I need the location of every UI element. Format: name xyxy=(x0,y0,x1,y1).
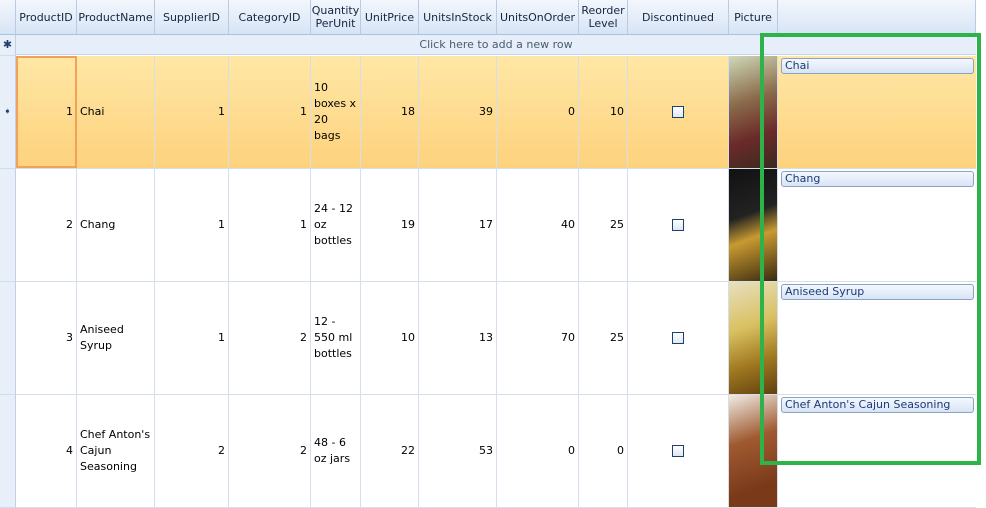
column-header[interactable]: UnitsOnOrder xyxy=(497,0,579,35)
cell-name[interactable]: Aniseed Syrup xyxy=(77,282,155,394)
cell-reorder[interactable]: 25 xyxy=(579,169,628,281)
product-name-tag[interactable]: Chef Anton's Cajun Seasoning xyxy=(781,397,974,413)
column-header[interactable]: ProductName xyxy=(77,0,155,35)
row-indicator[interactable] xyxy=(0,169,16,282)
cell-card[interactable]: Chai xyxy=(778,56,976,168)
cell-category[interactable]: 2 xyxy=(229,395,311,507)
highlight-box xyxy=(760,33,981,465)
cell-price[interactable]: 18 xyxy=(361,56,419,168)
discontinued-checkbox[interactable] xyxy=(672,445,684,457)
column-header[interactable]: Picture xyxy=(729,0,778,35)
cell-category[interactable]: 1 xyxy=(229,56,311,168)
cell-order[interactable]: 0 xyxy=(497,56,579,168)
cell-id[interactable]: 1 xyxy=(16,56,77,168)
cell-qty[interactable]: 10 boxes x 20 bags xyxy=(311,56,361,168)
cell-id[interactable]: 2 xyxy=(16,169,77,281)
cell-supplier[interactable]: 1 xyxy=(155,56,229,168)
product-name-tag[interactable]: Aniseed Syrup xyxy=(781,284,974,300)
discontinued-checkbox[interactable] xyxy=(672,106,684,118)
cell-price[interactable]: 10 xyxy=(361,282,419,394)
row-indicator[interactable]: ➧ xyxy=(0,56,16,169)
cell-order[interactable]: 0 xyxy=(497,395,579,507)
column-header[interactable]: CategoryID xyxy=(229,0,311,35)
product-name-tag[interactable]: Chai xyxy=(781,58,974,74)
cell-qty[interactable]: 12 - 550 ml bottles xyxy=(311,282,361,394)
table-row[interactable]: 3 Aniseed Syrup 1 2 12 - 550 ml bottles 10 13 7… xyxy=(16,282,976,395)
cell-name[interactable]: Chang xyxy=(77,169,155,281)
product-picture xyxy=(729,169,778,281)
cell-card[interactable]: Chang xyxy=(778,169,976,281)
product-picture xyxy=(729,282,778,394)
row-indicator[interactable] xyxy=(0,282,16,395)
column-header[interactable]: Reorder Level xyxy=(579,0,628,35)
column-header[interactable]: ProductID xyxy=(16,0,77,35)
cell-reorder[interactable]: 10 xyxy=(579,56,628,168)
row-indicator-header xyxy=(0,0,16,35)
cell-category[interactable]: 1 xyxy=(229,169,311,281)
column-header[interactable] xyxy=(778,0,976,35)
cell-discontinued[interactable] xyxy=(628,169,729,281)
column-header[interactable]: UnitsInStock xyxy=(419,0,497,35)
cell-supplier[interactable]: 1 xyxy=(155,282,229,394)
table-row[interactable]: 1 Chai 1 1 10 boxes x 20 bags 18 39 0 10 Chai xyxy=(16,56,976,169)
cell-supplier[interactable]: 2 xyxy=(155,395,229,507)
cell-stock[interactable]: 17 xyxy=(419,169,497,281)
product-name-tag[interactable]: Chang xyxy=(781,171,974,187)
cell-id[interactable]: 3 xyxy=(16,282,77,394)
cell-id[interactable]: 4 xyxy=(16,395,77,507)
product-picture xyxy=(729,56,778,168)
cell-name[interactable]: Chef Anton's Cajun Seasoning xyxy=(77,395,155,507)
cell-price[interactable]: 22 xyxy=(361,395,419,507)
cell-discontinued[interactable] xyxy=(628,395,729,507)
cell-card[interactable]: Aniseed Syrup xyxy=(778,282,976,394)
cell-category[interactable]: 2 xyxy=(229,282,311,394)
table-row[interactable]: 2 Chang 1 1 24 - 12 oz bottles 19 17 40 25 Chang xyxy=(16,169,976,282)
cell-name[interactable]: Chai xyxy=(77,56,155,168)
column-header[interactable]: Discontinued xyxy=(628,0,729,35)
cell-reorder[interactable]: 25 xyxy=(579,282,628,394)
cell-qty[interactable]: 48 - 6 oz jars xyxy=(311,395,361,507)
cell-stock[interactable]: 53 xyxy=(419,395,497,507)
cell-supplier[interactable]: 1 xyxy=(155,169,229,281)
cell-discontinued[interactable] xyxy=(628,56,729,168)
cell-reorder[interactable]: 0 xyxy=(579,395,628,507)
cell-order[interactable]: 70 xyxy=(497,282,579,394)
cell-stock[interactable]: 13 xyxy=(419,282,497,394)
column-header[interactable]: SupplierID xyxy=(155,0,229,35)
cell-card[interactable]: Chef Anton's Cajun Seasoning xyxy=(778,395,976,507)
arrow-right-icon: ➧ xyxy=(3,107,12,117)
cell-discontinued[interactable] xyxy=(628,282,729,394)
column-header[interactable]: UnitPrice xyxy=(361,0,419,35)
asterisk-icon: ✱ xyxy=(0,35,16,56)
discontinued-checkbox[interactable] xyxy=(672,332,684,344)
discontinued-checkbox[interactable] xyxy=(672,219,684,231)
row-indicator[interactable] xyxy=(0,395,16,508)
column-header[interactable]: Quantity PerUnit xyxy=(311,0,361,35)
cell-stock[interactable]: 39 xyxy=(419,56,497,168)
cell-price[interactable]: 19 xyxy=(361,169,419,281)
cell-qty[interactable]: 24 - 12 oz bottles xyxy=(311,169,361,281)
add-new-row[interactable]: Click here to add a new row xyxy=(16,35,976,55)
cell-order[interactable]: 40 xyxy=(497,169,579,281)
